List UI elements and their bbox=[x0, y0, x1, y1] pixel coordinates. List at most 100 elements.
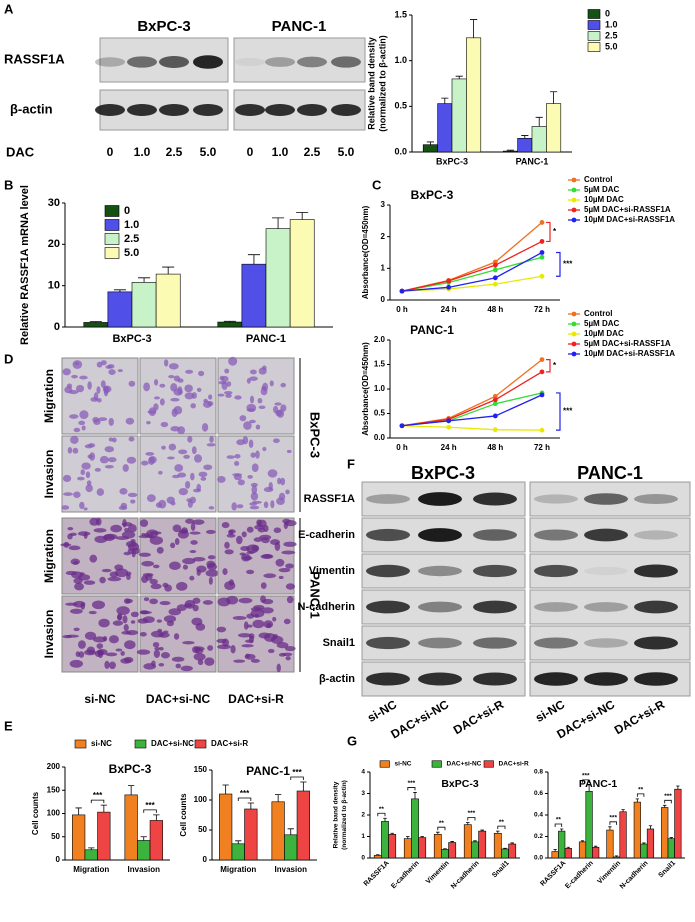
cell bbox=[257, 398, 263, 404]
cell bbox=[258, 367, 267, 375]
cell bbox=[87, 381, 92, 390]
band bbox=[584, 672, 628, 686]
cell bbox=[236, 504, 244, 509]
cell-line-label: BxPC-3 bbox=[411, 463, 475, 483]
cell bbox=[108, 661, 116, 670]
significance-label: *** bbox=[292, 768, 302, 777]
cell bbox=[224, 549, 234, 555]
cell bbox=[182, 640, 195, 645]
legend-label: 0 bbox=[605, 8, 610, 18]
bar bbox=[241, 263, 267, 328]
cell bbox=[198, 370, 205, 377]
cell bbox=[168, 608, 182, 616]
point bbox=[539, 254, 545, 260]
bar bbox=[585, 791, 593, 859]
significance-label: ** bbox=[556, 817, 562, 824]
point bbox=[539, 357, 545, 362]
cell bbox=[125, 417, 135, 425]
cell bbox=[285, 656, 291, 661]
lane-label: si-NC bbox=[365, 697, 399, 725]
band bbox=[235, 57, 265, 67]
cell bbox=[260, 582, 267, 589]
lane-label: 0 bbox=[247, 145, 254, 159]
legend-swatch bbox=[104, 205, 120, 217]
cell bbox=[148, 456, 157, 464]
cell bbox=[105, 652, 118, 657]
cell bbox=[104, 464, 114, 469]
band bbox=[473, 529, 517, 541]
cell bbox=[267, 469, 278, 478]
band bbox=[634, 672, 678, 686]
cell bbox=[69, 414, 79, 419]
cell bbox=[163, 359, 169, 367]
cell bbox=[281, 550, 296, 555]
error-bar bbox=[455, 75, 463, 79]
cell bbox=[176, 581, 188, 591]
cell bbox=[73, 627, 80, 632]
cell bbox=[123, 598, 131, 604]
panel-label: G bbox=[347, 733, 357, 748]
significance-bracket bbox=[664, 799, 672, 804]
cell bbox=[120, 658, 132, 664]
cell bbox=[90, 397, 99, 402]
cell bbox=[238, 597, 253, 604]
cell bbox=[273, 527, 282, 534]
cell bbox=[262, 446, 267, 452]
cell bbox=[234, 453, 241, 459]
bar bbox=[403, 838, 412, 859]
cell bbox=[283, 521, 289, 530]
column-label: DAC+si-NC bbox=[146, 692, 211, 706]
cell bbox=[258, 632, 271, 639]
treatment-label: DAC bbox=[6, 144, 35, 159]
cell bbox=[67, 447, 73, 454]
row-label: Invasion bbox=[42, 450, 56, 499]
cell bbox=[120, 502, 128, 509]
legend-label: DAC+si-NC bbox=[447, 761, 482, 768]
significance-bracket bbox=[90, 799, 105, 804]
cell bbox=[189, 531, 201, 535]
cell bbox=[197, 659, 204, 666]
band bbox=[634, 636, 678, 650]
cell bbox=[62, 474, 72, 483]
chart-title: BxPC-3 bbox=[441, 778, 479, 790]
significance-label: *** bbox=[145, 801, 155, 810]
bar bbox=[517, 138, 533, 153]
line bbox=[401, 256, 543, 292]
cell bbox=[116, 614, 122, 621]
legend-label: DAC+si-R bbox=[211, 739, 248, 748]
bar bbox=[478, 830, 487, 859]
cell bbox=[272, 616, 277, 622]
bar bbox=[551, 851, 559, 859]
cell bbox=[163, 615, 177, 623]
band bbox=[95, 57, 125, 67]
cell bbox=[158, 499, 167, 509]
cell bbox=[172, 524, 182, 533]
cell bbox=[83, 580, 96, 585]
error-bar bbox=[663, 804, 667, 808]
bar bbox=[558, 830, 566, 859]
y-tick-label: 0 bbox=[56, 855, 61, 864]
cell bbox=[124, 640, 136, 650]
line bbox=[401, 275, 543, 292]
y-tick-label: 10 bbox=[48, 280, 60, 292]
error-bar bbox=[406, 836, 410, 839]
cell bbox=[108, 369, 116, 376]
bar bbox=[674, 788, 682, 859]
bar bbox=[422, 144, 438, 153]
cell bbox=[65, 602, 78, 606]
cell bbox=[117, 369, 123, 373]
cell bbox=[96, 643, 104, 649]
legend-label: DAC+si-NC bbox=[151, 739, 194, 748]
band bbox=[95, 104, 125, 116]
cell bbox=[236, 535, 243, 545]
cell bbox=[250, 452, 256, 458]
cell bbox=[208, 506, 215, 510]
y-axis-label: Absorbance(OD=450nm) bbox=[361, 342, 370, 436]
cell bbox=[151, 660, 156, 667]
significance-bracket bbox=[237, 797, 252, 801]
cell bbox=[274, 402, 282, 406]
band bbox=[366, 672, 410, 686]
bar bbox=[289, 219, 315, 328]
cell bbox=[108, 437, 113, 442]
x-tick-label: Snail1 bbox=[657, 860, 677, 880]
